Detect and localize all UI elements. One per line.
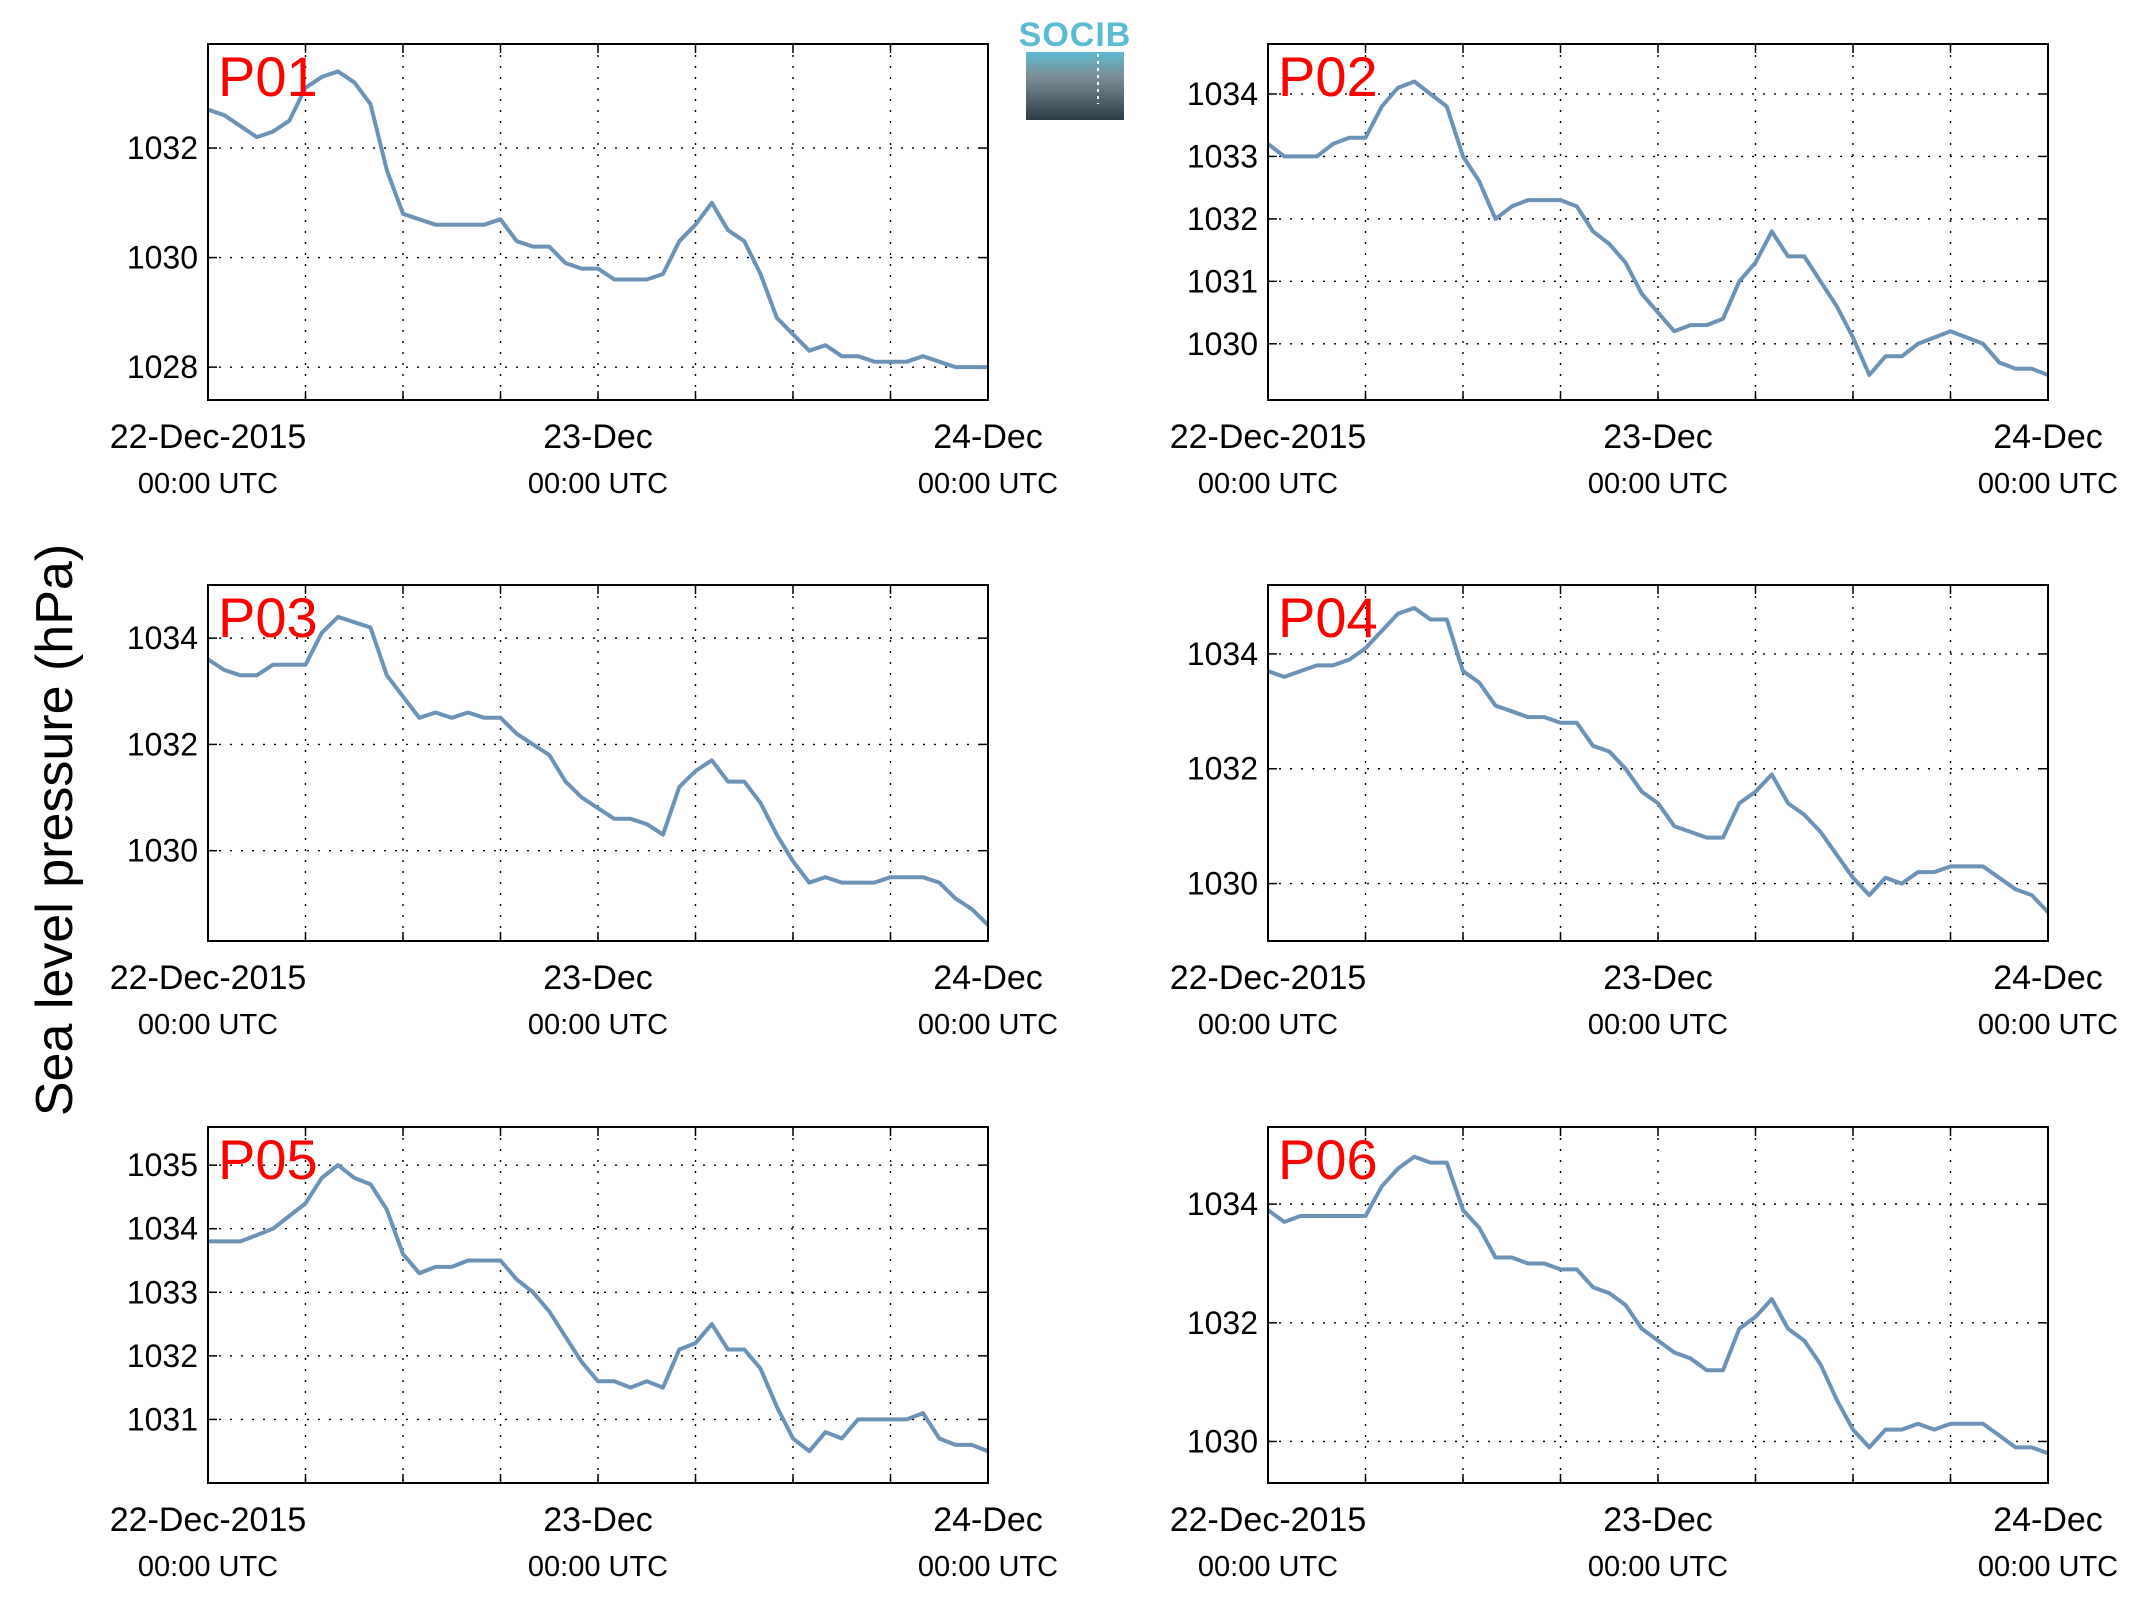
y-tick-label: 1034	[1187, 76, 1258, 112]
y-tick-label: 1033	[1187, 138, 1258, 174]
x-tick-label-time: 00:00 UTC	[528, 1551, 668, 1583]
x-tick-label-time: 00:00 UTC	[138, 1551, 278, 1583]
x-tick-label-time: 00:00 UTC	[918, 1009, 1058, 1041]
x-tick-label-time: 00:00 UTC	[1978, 1551, 2118, 1583]
y-tick-label: 1034	[1187, 636, 1258, 672]
y-tick-label: 1032	[1187, 751, 1258, 787]
socib-logo: SOCIB	[1019, 16, 1132, 120]
y-tick-label: 1033	[127, 1274, 198, 1310]
panel-p02: 1030 1031 1032 1033 1034 22-Dec-2015 00:00 UTC…	[1170, 43, 2118, 500]
axes-frame	[207, 584, 989, 942]
y-tick-label: 1028	[127, 349, 198, 385]
logo-mark	[1026, 52, 1124, 120]
y-tick-label: 1030	[1187, 866, 1258, 902]
y-tick-label: 1032	[1187, 201, 1258, 237]
x-tick-label-date: 24-Dec	[1993, 418, 2103, 456]
y-tick-label: 1032	[127, 726, 198, 762]
y-tick-label: 1030	[1187, 326, 1258, 362]
x-tick-label-time: 00:00 UTC	[1978, 1009, 2118, 1041]
panel-label: P04	[1278, 586, 1378, 649]
x-tick-label-date: 23-Dec	[543, 1501, 653, 1539]
y-axis-label: Sea level pressure (hPa)	[26, 544, 84, 1116]
y-tick-label: 1032	[127, 130, 198, 166]
x-tick-label-time: 00:00 UTC	[138, 1009, 278, 1041]
axes-frame	[1267, 1126, 2049, 1484]
panel-label: P05	[218, 1128, 318, 1191]
x-tick-label-date: 23-Dec	[543, 418, 653, 456]
x-tick-label-time: 00:00 UTC	[1588, 1551, 1728, 1583]
y-tick-label: 1032	[127, 1338, 198, 1374]
x-tick-label-time: 00:00 UTC	[1588, 468, 1728, 500]
x-tick-label-time: 00:00 UTC	[1198, 468, 1338, 500]
y-tick-label: 1035	[127, 1147, 198, 1183]
x-tick-label-date: 22-Dec-2015	[1170, 418, 1367, 456]
y-tick-label: 1034	[127, 1211, 198, 1247]
x-tick-label-date: 22-Dec-2015	[110, 418, 307, 456]
y-tick-label: 1031	[1187, 263, 1258, 299]
x-tick-label-time: 00:00 UTC	[528, 1009, 668, 1041]
panel-label: P02	[1278, 45, 1378, 108]
y-tick-label: 1030	[1187, 1423, 1258, 1459]
x-tick-label-time: 00:00 UTC	[1198, 1551, 1338, 1583]
x-tick-label-date: 23-Dec	[1603, 418, 1713, 456]
panels: 1028 1030 1032 22-Dec-2015 00:00 UTC 23-Dec 00…	[110, 43, 2118, 1583]
pressure-series-line	[1268, 1154, 2048, 1456]
y-tick-label: 1031	[127, 1401, 198, 1437]
x-tick-label-date: 23-Dec	[1603, 959, 1713, 997]
y-tick-label: 1032	[1187, 1305, 1258, 1341]
y-tick-label: 1034	[127, 620, 198, 656]
x-tick-label-date: 23-Dec	[543, 959, 653, 997]
x-tick-label-date: 24-Dec	[933, 1501, 1043, 1539]
pressure-series-line	[208, 69, 988, 370]
x-tick-label-date: 22-Dec-2015	[1170, 1501, 1367, 1539]
x-tick-label-time: 00:00 UTC	[1588, 1009, 1728, 1041]
pressure-series-line	[208, 1163, 988, 1454]
x-tick-label-date: 24-Dec	[933, 418, 1043, 456]
x-tick-label-time: 00:00 UTC	[918, 1551, 1058, 1583]
x-tick-label-time: 00:00 UTC	[1198, 1009, 1338, 1041]
x-tick-label-date: 22-Dec-2015	[1170, 959, 1367, 997]
logo-text: SOCIB	[1019, 16, 1132, 54]
y-tick-label: 1030	[127, 240, 198, 276]
pressure-series-line	[1268, 606, 2048, 915]
x-tick-label-date: 24-Dec	[1993, 1501, 2103, 1539]
y-tick-label: 1030	[127, 833, 198, 869]
x-tick-label-time: 00:00 UTC	[138, 468, 278, 500]
panel-label: P03	[218, 586, 318, 649]
x-tick-label-date: 23-Dec	[1603, 1501, 1713, 1539]
x-tick-label-date: 24-Dec	[1993, 959, 2103, 997]
x-tick-label-date: 22-Dec-2015	[110, 1501, 307, 1539]
axes-frame	[207, 1126, 989, 1484]
panel-p01: 1028 1030 1032 22-Dec-2015 00:00 UTC 23-Dec 00…	[110, 43, 1058, 500]
panel-p05: 1031 1032 1033 1034 1035 22-Dec-2015 00:00 UTC…	[110, 1126, 1058, 1583]
panel-label: P01	[218, 45, 318, 108]
pressure-series-line	[208, 614, 988, 928]
x-tick-label-time: 00:00 UTC	[918, 468, 1058, 500]
axes-frame	[1267, 43, 2049, 401]
panel-p03: 1030 1032 1034 22-Dec-2015 00:00 UTC 23-Dec 00…	[110, 584, 1058, 1041]
panel-p04: 1030 1032 1034 22-Dec-2015 00:00 UTC 23-Dec 00…	[1170, 584, 2118, 1041]
axes-frame	[1267, 584, 2049, 942]
x-tick-label-time: 00:00 UTC	[1978, 468, 2118, 500]
x-tick-label-time: 00:00 UTC	[528, 468, 668, 500]
x-tick-label-date: 24-Dec	[933, 959, 1043, 997]
pressure-series-line	[1268, 79, 2048, 377]
axes-frame	[207, 43, 989, 401]
y-tick-label: 1034	[1187, 1186, 1258, 1222]
panel-label: P06	[1278, 1128, 1378, 1191]
x-tick-label-date: 22-Dec-2015	[110, 959, 307, 997]
panel-p06: 1030 1032 1034 22-Dec-2015 00:00 UTC 23-Dec 00…	[1170, 1126, 2118, 1583]
